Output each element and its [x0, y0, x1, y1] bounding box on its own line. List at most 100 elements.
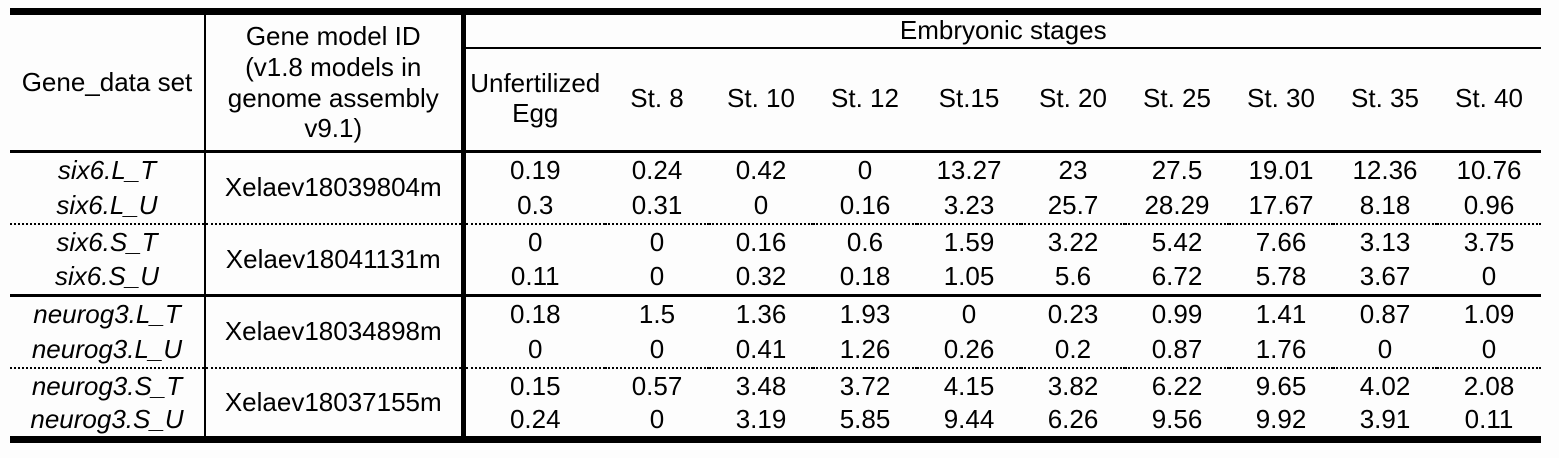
gene-model-id-cell: Xelaev18034898m — [205, 295, 466, 369]
column-header-gene-model-id: Gene model ID (v1.8 models in genome ass… — [205, 11, 466, 153]
expression-value-cell: 4.02 — [1359, 370, 1411, 401]
expression-value-cell: 0 — [605, 331, 709, 369]
stage-column-header: St. 10 — [709, 47, 813, 153]
expression-value-cell: 9.56 — [1151, 404, 1203, 435]
stage-column-header: Unfertilized Egg — [463, 47, 605, 153]
expression-value-cell: 9.44 — [943, 404, 995, 435]
expression-value-cell: 0.87 — [1359, 298, 1411, 329]
expression-value-cell: 0.18 — [509, 298, 561, 329]
expression-value-cell: 27.5 — [1151, 154, 1203, 185]
gene-expression-table: Gene_data set Gene model ID (v1.8 models… — [10, 8, 1541, 443]
expression-value-cell: 3.19 — [735, 404, 787, 435]
expression-value-cell: 0 — [709, 187, 813, 225]
table-row: six6.S_U 0.11 0 0.32 0.18 1.05 5.6 6.72 5.78 3.67… — [10, 259, 1541, 297]
expression-value-cell: 6.26 — [1047, 404, 1099, 435]
expression-value-cell: 1.05 — [917, 259, 1021, 297]
gene-name-cell: neurog3.S_U — [10, 403, 206, 440]
expression-value-cell: 0.23 — [1047, 298, 1099, 329]
expression-value-cell: 0.42 — [735, 154, 787, 185]
stage-column-header: St. 30 — [1229, 47, 1333, 153]
expression-value-cell: 13.27 — [936, 154, 1002, 185]
expression-value-cell: 3.67 — [1333, 259, 1437, 297]
expression-value-cell: 0.6 — [846, 226, 884, 257]
expression-value-cell: 28.29 — [1125, 187, 1229, 225]
expression-value-cell: 1.26 — [813, 331, 917, 369]
stage-column-header: St.15 — [917, 47, 1021, 153]
expression-value-cell: 1.76 — [1229, 331, 1333, 369]
expression-value-cell: 0 — [1333, 331, 1437, 369]
expression-value-cell: 0.26 — [917, 331, 1021, 369]
expression-value-cell: 1.36 — [735, 298, 787, 329]
column-header-embryonic-stages: Embryonic stages — [463, 11, 1541, 49]
gene-name-cell: neurog3.L_T — [10, 295, 206, 332]
stage-column-header: St. 12 — [813, 47, 917, 153]
expression-value-cell: 0 — [463, 331, 605, 369]
expression-value-cell: 0 — [961, 298, 977, 329]
expression-value-cell: 23 — [1058, 154, 1088, 185]
expression-value-cell: 5.42 — [1151, 226, 1203, 257]
expression-value-cell: 0.3 — [463, 187, 605, 225]
stage-column-header: St. 35 — [1333, 47, 1437, 153]
expression-value-cell: 3.75 — [1463, 226, 1515, 257]
expression-value-cell: 0.16 — [735, 226, 787, 257]
gene-model-id-cell: Xelaev18037155m — [205, 367, 466, 440]
expression-value-cell: 12.36 — [1352, 154, 1418, 185]
expression-value-cell: 5.6 — [1021, 259, 1125, 297]
expression-value-cell: 1.09 — [1463, 298, 1515, 329]
table-row: neurog3.L_T Xelaev18034898m 0.18 1.5 1.36 1.9… — [10, 295, 1541, 369]
gene-model-id-cell: Xelaev18041131m — [205, 223, 466, 297]
expression-value-cell: 3.23 — [917, 187, 1021, 225]
table-row: neurog3.L_U 0 0 0.41 1.26 0.26 0.2 0.87 1.76 0 0 — [10, 331, 1541, 369]
stage-column-header: St. 8 — [605, 47, 709, 153]
expression-value-cell: 0.96 — [1437, 187, 1541, 225]
table-row: six6.S_T Xelaev18041131m 0 0 0.16 0.6 1.59 3.22… — [10, 223, 1541, 297]
gene-model-id-cell: Xelaev18039804m — [205, 151, 466, 225]
expression-value-cell: 10.76 — [1456, 154, 1522, 185]
expression-value-cell: 0.2 — [1021, 331, 1125, 369]
expression-value-cell: 1.41 — [1255, 298, 1307, 329]
expression-value-cell: 0.11 — [463, 259, 605, 297]
table-row: neurog3.S_T Xelaev18037155m 0.15 0.57 3.48 3.… — [10, 367, 1541, 440]
expression-value-cell: 5.78 — [1229, 259, 1333, 297]
expression-value-cell: 1.59 — [943, 226, 995, 257]
expression-value-cell: 5.85 — [839, 404, 891, 435]
column-header-gene-data-set: Gene_data set — [10, 11, 206, 153]
header-row-stages: Unfertilized Egg St. 8 St. 10 St. 12 St.15 St… — [10, 47, 1541, 153]
expression-value-cell: 0 — [857, 154, 873, 185]
expression-value-cell: 0 — [1437, 331, 1541, 369]
expression-value-cell: 3.82 — [1047, 370, 1099, 401]
expression-value-cell: 3.22 — [1047, 226, 1099, 257]
expression-value-cell: 25.7 — [1021, 187, 1125, 225]
expression-value-cell: 0.41 — [709, 331, 813, 369]
expression-value-cell: 0 — [649, 226, 665, 257]
expression-value-cell: 0 — [649, 404, 665, 435]
expression-value-cell: 0.31 — [605, 187, 709, 225]
expression-value-cell: 0.19 — [509, 154, 561, 185]
gene-name-cell: neurog3.L_U — [10, 331, 206, 369]
gene-name-cell: six6.L_T — [10, 151, 206, 188]
expression-value-cell: 0 — [528, 226, 543, 257]
expression-value-cell: 2.08 — [1463, 370, 1515, 401]
stage-column-header: St. 40 — [1437, 47, 1541, 153]
table-row: six6.L_U 0.3 0.31 0 0.16 3.23 25.7 28.29 17.67 8.… — [10, 187, 1541, 225]
expression-value-cell: 3.48 — [735, 370, 787, 401]
expression-value-cell: 0.11 — [1464, 404, 1514, 435]
expression-value-cell: 1.5 — [638, 298, 676, 329]
expression-value-cell: 0 — [605, 259, 709, 297]
gene-name-cell: six6.L_U — [10, 187, 206, 225]
header-row-top: Gene_data set Gene model ID (v1.8 models… — [10, 11, 1541, 153]
expression-value-cell: 0.99 — [1151, 298, 1203, 329]
expression-value-cell: 7.66 — [1255, 226, 1307, 257]
expression-value-cell: 0.15 — [509, 370, 561, 401]
table-row: neurog3.S_U 0.24 0 3.19 5.85 9.44 6.26 9.56 9.92… — [10, 403, 1541, 440]
stage-column-header: St. 25 — [1125, 47, 1229, 153]
expression-value-cell: 0.57 — [631, 370, 683, 401]
expression-value-cell: 6.22 — [1151, 370, 1203, 401]
expression-value-cell: 9.92 — [1255, 404, 1307, 435]
expression-value-cell: 0 — [1437, 259, 1541, 297]
expression-value-cell: 3.13 — [1359, 226, 1411, 257]
expression-value-cell: 4.15 — [943, 370, 995, 401]
expression-value-cell: 1.93 — [839, 298, 891, 329]
gene-name-cell: six6.S_T — [10, 223, 206, 260]
